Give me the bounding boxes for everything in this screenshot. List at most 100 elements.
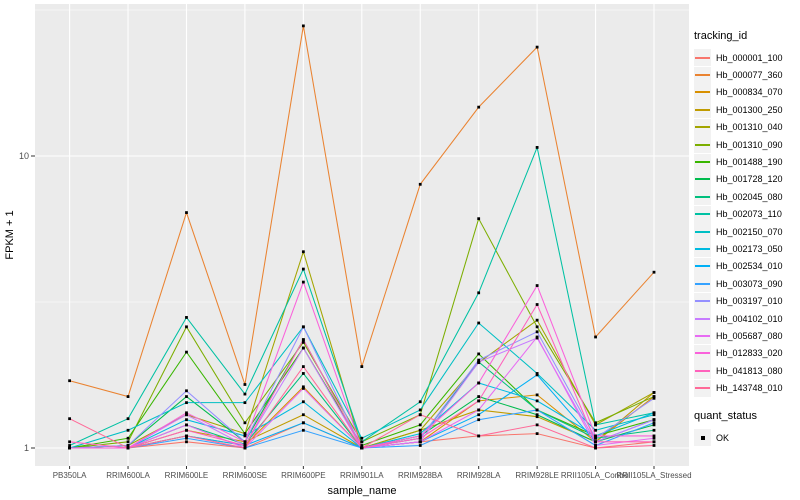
legend-color-line-icon: [695, 317, 710, 320]
data-point: [535, 330, 539, 334]
data-point: [594, 421, 597, 425]
data-point: [243, 432, 247, 436]
x-tick-label: RRII105LA_Control: [560, 471, 631, 480]
legend-item: Hb_003197_010: [694, 292, 800, 310]
legend-color-line-icon: [695, 387, 710, 390]
legend-item-label: Hb_001310_040: [716, 122, 783, 133]
data-point: [535, 335, 539, 339]
x-tick-label: RRIM928LA: [456, 471, 501, 480]
legend-item: Hb_143748_010: [694, 379, 800, 397]
data-point: [418, 423, 422, 427]
legend-color-line-icon: [695, 265, 710, 268]
data-point: [185, 434, 188, 438]
data-point: [185, 428, 188, 432]
data-point: [126, 444, 130, 447]
data-point: [477, 395, 481, 398]
legend-item-label: Hb_003197_010: [716, 296, 783, 307]
data-point: [652, 444, 656, 447]
data-point: [652, 396, 656, 400]
legend-item-label: Hb_001728_120: [716, 174, 783, 185]
data-point: [652, 418, 656, 422]
y-tick-label: 10: [18, 151, 29, 161]
x-tick-label: RRIM928LE: [515, 471, 559, 480]
data-point: [301, 386, 305, 390]
data-point: [301, 346, 305, 350]
data-point: [185, 440, 188, 444]
legend-item-label: Hb_001300_250: [716, 104, 783, 115]
x-axis-title: sample_name: [327, 485, 397, 497]
data-point: [185, 325, 188, 329]
data-point: [418, 408, 422, 412]
legend-color-line-icon: [695, 91, 710, 94]
data-point: [360, 444, 364, 447]
legend-key: [694, 170, 711, 188]
y-axis-title: FPKM + 1: [4, 210, 16, 260]
legend-item: Hb_041813_080: [694, 362, 800, 380]
legend-item: Hb_001488_190: [694, 153, 800, 171]
data-point: [535, 399, 539, 403]
legend-item: Hb_004102_010: [694, 310, 800, 328]
data-point: [360, 436, 364, 440]
data-point: [477, 434, 481, 438]
shape-legend-items: OK: [694, 429, 800, 446]
legend-color-line-icon: [695, 282, 710, 285]
legend-item-label: Hb_002073_110: [716, 209, 782, 220]
data-point: [68, 444, 71, 447]
data-point: [301, 280, 305, 284]
data-point: [477, 360, 481, 364]
data-point: [652, 423, 656, 427]
data-point: [301, 428, 305, 432]
square-point-icon: [700, 435, 705, 440]
legend-item: Hb_001310_090: [694, 136, 800, 154]
legend-item: Hb_000001_100: [694, 49, 800, 67]
data-point: [652, 440, 656, 444]
data-point: [477, 381, 481, 385]
data-point: [477, 321, 481, 325]
data-point: [301, 340, 305, 344]
legend-item: Hb_001728_120: [694, 170, 800, 188]
data-point: [185, 401, 188, 405]
data-point: [301, 372, 305, 375]
data-point: [185, 316, 188, 319]
data-point: [652, 434, 656, 438]
legend-item-label: Hb_041813_080: [716, 365, 783, 376]
data-point: [68, 440, 71, 444]
data-point: [594, 436, 597, 440]
data-point: [185, 423, 188, 427]
data-point: [418, 440, 422, 444]
data-point: [301, 413, 305, 417]
data-point: [477, 105, 481, 109]
data-point: [301, 267, 305, 271]
data-point: [185, 413, 188, 417]
legend-item-label: Hb_002534_010: [716, 261, 783, 272]
data-point: [301, 250, 305, 254]
data-point: [360, 440, 364, 444]
data-point: [535, 393, 539, 397]
data-point: [652, 395, 656, 398]
legend-color-line-icon: [695, 369, 710, 372]
data-point: [126, 395, 130, 398]
data-point: [477, 217, 481, 221]
legend-item-label: Hb_002045_080: [716, 191, 783, 202]
data-point: [68, 446, 71, 450]
data-point: [126, 436, 130, 440]
legend-color-line-icon: [695, 352, 710, 355]
data-point: [535, 146, 539, 149]
data-point: [185, 211, 188, 214]
legend-color-line-icon: [695, 213, 710, 216]
data-point: [594, 335, 597, 339]
data-point: [126, 417, 130, 421]
legend-item-label: Hb_000077_360: [716, 70, 783, 81]
legend-item-label: Hb_143748_010: [716, 383, 783, 394]
x-tick-label: RRIM600LE: [164, 471, 209, 480]
data-point: [301, 325, 305, 329]
data-point: [535, 318, 539, 322]
data-point: [243, 444, 247, 447]
legend-item-label: Hb_000001_100: [716, 52, 783, 63]
data-point: [477, 408, 481, 412]
legend-key: [694, 83, 711, 101]
data-point: [535, 415, 539, 419]
legend-key: [694, 310, 711, 328]
data-point: [243, 434, 247, 438]
